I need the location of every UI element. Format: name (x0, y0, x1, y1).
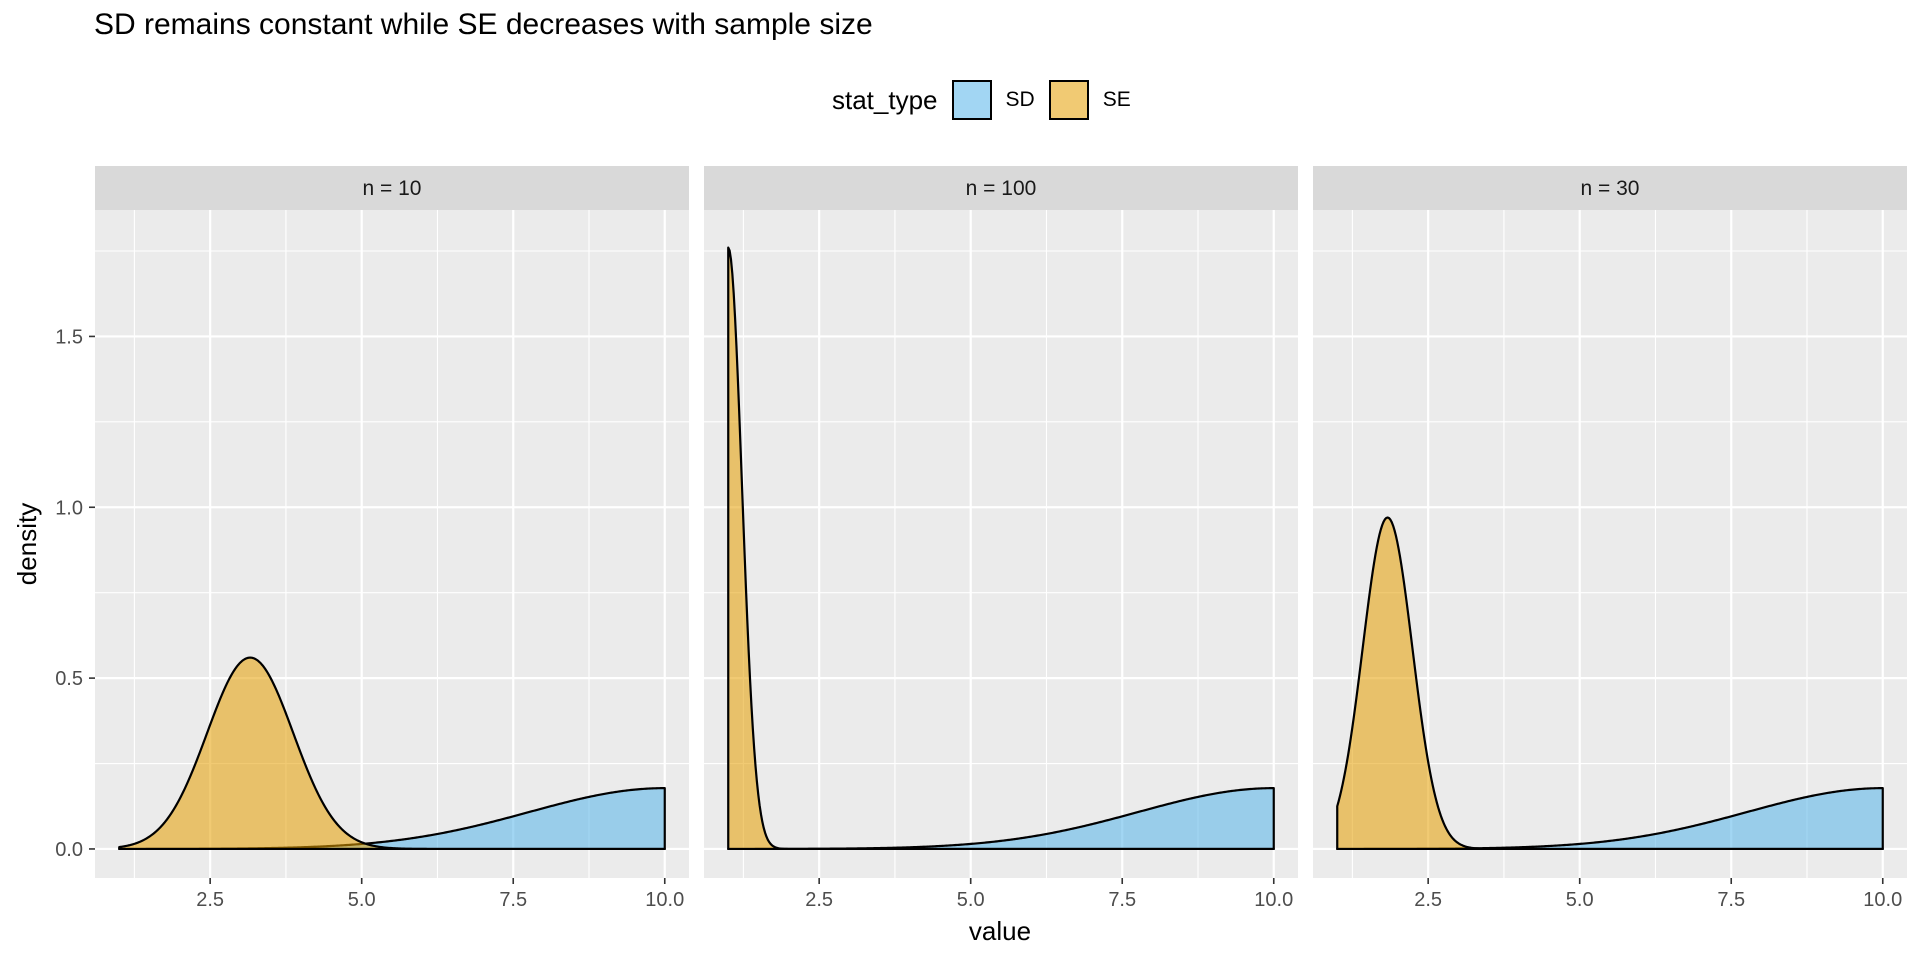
se-density-outline-n-10 (118, 656, 666, 851)
x-tick-label: 10.0 (1863, 889, 1902, 911)
x-tick-label: 5.0 (957, 889, 985, 911)
se-density-area-n-10 (119, 657, 665, 849)
panel-background-n-100 (704, 210, 1298, 878)
legend-item-se: SE (1048, 80, 1131, 120)
panel-background-n-10 (95, 210, 689, 878)
legend-label-sd: SD (1005, 88, 1035, 111)
x-tick-label: 7.5 (1717, 889, 1745, 911)
legend-label-se: SE (1102, 88, 1131, 111)
facet-label-n-30: n = 30 (1581, 177, 1640, 200)
facet-strip-n-10 (95, 166, 689, 210)
facet-label-n-10: n = 10 (363, 177, 422, 200)
legend-title: stat_type (832, 84, 938, 115)
se-density-area-n-30 (1337, 517, 1883, 849)
legend: stat_type SD SE (832, 76, 1145, 124)
legend-key-se (1048, 80, 1089, 120)
sd-density-area-n-100 (728, 788, 1274, 849)
x-tick-label: 2.5 (1414, 889, 1442, 911)
y-tick-label: 0.0 (55, 839, 83, 861)
x-axis-title: value (969, 916, 1031, 946)
x-tick-label: 7.5 (1108, 889, 1136, 911)
x-tick-label: 10.0 (645, 889, 684, 911)
sd-density-area-n-30 (1337, 788, 1883, 849)
sd-density-area-n-10 (119, 788, 665, 849)
y-tick-label: 1.0 (55, 497, 83, 519)
x-tick-label: 5.0 (1566, 889, 1594, 911)
x-tick-label: 10.0 (1254, 889, 1293, 911)
facet-strip-n-30 (1313, 166, 1907, 210)
facet-label-n-100: n = 100 (966, 177, 1037, 200)
y-tick-label: 0.5 (55, 668, 83, 690)
x-tick-label: 7.5 (499, 889, 527, 911)
facet-strip-n-100 (704, 166, 1298, 210)
x-tick-label: 2.5 (196, 889, 224, 911)
y-tick-label: 1.5 (55, 326, 83, 348)
se-density-outline-n-30 (1336, 516, 1884, 851)
x-tick-label: 2.5 (805, 889, 833, 911)
se-density-outline-n-100 (727, 246, 1275, 851)
x-tick-label: 5.0 (348, 889, 376, 911)
legend-item-sd: SD (951, 80, 1035, 120)
chart-title: SD remains constant while SE decreases w… (94, 8, 873, 41)
legend-key-sd (951, 80, 992, 120)
y-axis-title: density (12, 503, 42, 585)
